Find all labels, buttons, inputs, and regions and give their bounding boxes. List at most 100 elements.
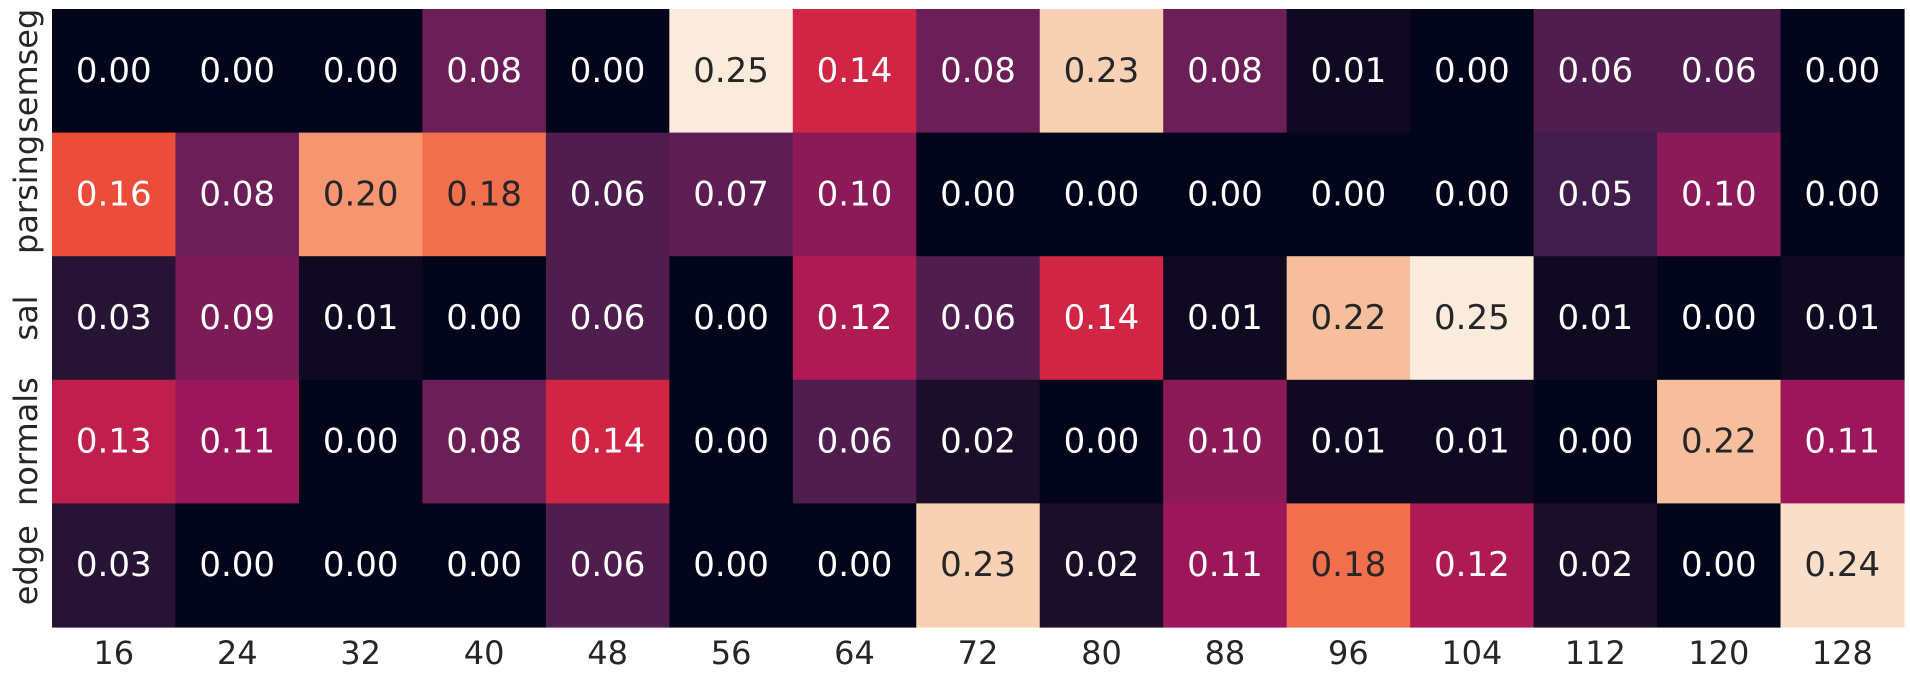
- x-tick-label: 40: [464, 634, 505, 672]
- heatmap-cell-value: 0.23: [940, 545, 1016, 585]
- heatmap-cell-value: 0.06: [940, 298, 1016, 338]
- heatmap-cell-value: 0.00: [199, 545, 275, 585]
- x-tick-label: 112: [1565, 634, 1626, 672]
- heatmap-cell-edge-56: [669, 503, 794, 628]
- heatmap-cell-value: 0.06: [817, 422, 893, 462]
- heatmap-cell-edge-80: [1039, 503, 1164, 628]
- heatmap-cell-normals-56: [669, 379, 794, 504]
- heatmap-cell-sal-64: [792, 256, 917, 381]
- heatmap-cell-edge-120: [1657, 503, 1782, 628]
- heatmap-cell-value: 0.18: [1311, 545, 1387, 585]
- heatmap-cell-value: 0.00: [1804, 51, 1880, 91]
- heatmap-cell-value: 0.06: [1681, 51, 1757, 91]
- heatmap-cell-value: 0.22: [1311, 298, 1387, 338]
- heatmap-cell-value: 0.00: [199, 51, 275, 91]
- heatmap-cell-value: 0.12: [1434, 545, 1510, 585]
- heatmap-cell-value: 0.14: [817, 51, 893, 91]
- heatmap-cell-normals-128: [1780, 379, 1905, 504]
- heatmap-cell-normals-80: [1039, 379, 1164, 504]
- x-tick-label: 72: [958, 634, 999, 672]
- heatmap-cell-sal-104: [1410, 256, 1535, 381]
- heatmap-cell-semseg-96: [1286, 9, 1411, 134]
- heatmap-cell-value: 0.09: [199, 298, 275, 338]
- heatmap-cell-semseg-104: [1410, 9, 1535, 134]
- heatmap-cell-value: 0.01: [1187, 298, 1263, 338]
- heatmap-cell-normals-40: [422, 379, 547, 504]
- x-tick-label: 80: [1081, 634, 1122, 672]
- heatmap-cell-edge-72: [916, 503, 1041, 628]
- heatmap-cell-value: 0.20: [323, 174, 399, 214]
- heatmap-cell-sal-16: [52, 256, 177, 381]
- heatmap-cell-normals-24: [175, 379, 300, 504]
- heatmap-cell-normals-88: [1163, 379, 1288, 504]
- heatmap-cell-value: 0.08: [199, 174, 275, 214]
- heatmap-cell-normals-96: [1286, 379, 1411, 504]
- heatmap-cell-value: 0.06: [570, 298, 646, 338]
- heatmap-cell-parsing-80: [1039, 132, 1164, 257]
- heatmap-cell-value: 0.14: [570, 422, 646, 462]
- heatmap-cell-value: 0.00: [323, 545, 399, 585]
- heatmap-cell-semseg-56: [669, 9, 794, 134]
- heatmap-cell-value: 0.01: [323, 298, 399, 338]
- heatmap-cell-sal-120: [1657, 256, 1782, 381]
- x-tick-label: 24: [217, 634, 258, 672]
- heatmap-cell-parsing-112: [1533, 132, 1658, 257]
- heatmap-cell-sal-72: [916, 256, 1041, 381]
- heatmap-cell-semseg-80: [1039, 9, 1164, 134]
- heatmap-cell-parsing-24: [175, 132, 300, 257]
- x-tick-label: 120: [1688, 634, 1749, 672]
- heatmap-cell-value: 0.25: [1434, 298, 1510, 338]
- heatmap-cell-edge-128: [1780, 503, 1905, 628]
- heatmap-cell-value: 0.00: [1681, 298, 1757, 338]
- x-tick-label: 88: [1205, 634, 1246, 672]
- heatmap-cell-value: 0.11: [1804, 422, 1880, 462]
- heatmap-cell-value: 0.06: [570, 174, 646, 214]
- heatmap-cell-value: 0.00: [693, 545, 769, 585]
- heatmap-cell-value: 0.03: [76, 545, 152, 585]
- heatmap-cell-value: 0.02: [1557, 545, 1633, 585]
- heatmap-cell-value: 0.00: [1064, 174, 1140, 214]
- heatmap-cell-value: 0.00: [1434, 174, 1510, 214]
- heatmap-cell-parsing-56: [669, 132, 794, 257]
- y-tick-label: normals: [7, 377, 45, 506]
- heatmap-cell-sal-128: [1780, 256, 1905, 381]
- heatmap-cell-parsing-32: [298, 132, 423, 257]
- heatmap-cell-semseg-64: [792, 9, 917, 134]
- heatmap-cell-value: 0.00: [1557, 422, 1633, 462]
- heatmap-cell-value: 0.12: [817, 298, 893, 338]
- heatmap-cell-normals-112: [1533, 379, 1658, 504]
- heatmap-cell-normals-104: [1410, 379, 1535, 504]
- heatmap-cell-value: 0.00: [1311, 174, 1387, 214]
- heatmap-cell-value: 0.00: [323, 51, 399, 91]
- heatmap-cell-value: 0.00: [76, 51, 152, 91]
- heatmap-cell-value: 0.00: [1434, 51, 1510, 91]
- heatmap-cell-semseg-120: [1657, 9, 1782, 134]
- heatmap-cell-value: 0.25: [693, 51, 769, 91]
- heatmap-cell-semseg-128: [1780, 9, 1905, 134]
- heatmap-cell-value: 0.11: [199, 422, 275, 462]
- heatmap-cell-value: 0.00: [693, 422, 769, 462]
- heatmap-cell-edge-64: [792, 503, 917, 628]
- heatmap-cell-normals-32: [298, 379, 423, 504]
- x-tick-label: 104: [1441, 634, 1502, 672]
- heatmap-cell-value: 0.00: [446, 298, 522, 338]
- heatmap-cell-sal-88: [1163, 256, 1288, 381]
- heatmap-cell-normals-120: [1657, 379, 1782, 504]
- heatmap-cell-edge-32: [298, 503, 423, 628]
- heatmap-cell-edge-24: [175, 503, 300, 628]
- x-axis-tick-labels: 16 24 32 40 48 56 64 72 80 88 96 104 112 120 128: [93, 634, 1872, 672]
- heatmap-cell-value: 0.00: [1804, 174, 1880, 214]
- heatmap-cell-parsing-128: [1780, 132, 1905, 257]
- heatmap-cell-sal-56: [669, 256, 794, 381]
- heatmap-cells: [52, 9, 1905, 628]
- heatmap-cell-value: 0.05: [1557, 174, 1633, 214]
- y-tick-label: parsing: [7, 135, 45, 254]
- heatmap-cell-value: 0.23: [1064, 51, 1140, 91]
- heatmap-cell-value: 0.08: [1187, 51, 1263, 91]
- heatmap-cell-value: 0.01: [1434, 422, 1510, 462]
- x-tick-label: 16: [93, 634, 134, 672]
- heatmap-cell-value: 0.14: [1064, 298, 1140, 338]
- heatmap-cell-value: 0.01: [1804, 298, 1880, 338]
